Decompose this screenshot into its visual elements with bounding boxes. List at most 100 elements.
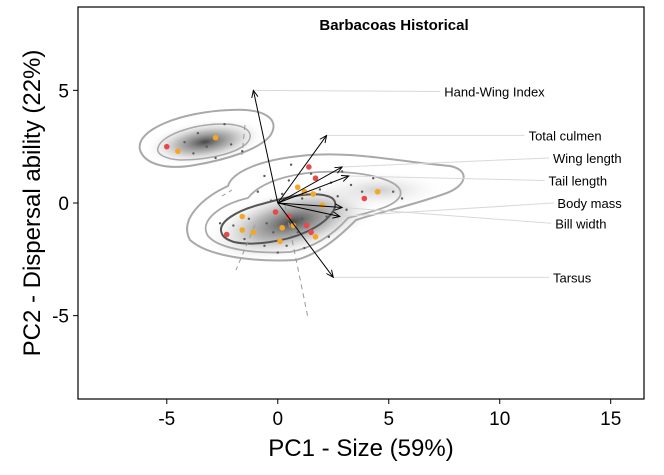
dashed-line [221,189,233,197]
y-axis-title: PC2 - Dispersal ability (22%) [19,50,46,357]
axis-ticks: -5 0 5 10 15 -5 0 5 [52,81,621,430]
chart-title: Barbacoas Historical [319,17,468,34]
data-point-red [306,164,312,170]
label-connector-line [253,89,441,92]
data-point-grey [285,244,288,248]
data-point-grey [340,170,344,173]
data-point-red [272,209,279,215]
data-point-grey [349,183,353,187]
data-point-orange [374,188,381,195]
data-point-grey [232,224,235,227]
data-point-grey [272,231,275,234]
data-point-orange [319,202,325,209]
label-connector-line [339,202,554,218]
loading-vector-label: Wing length [553,151,622,166]
loading-vector-label: Total culmen [529,128,602,143]
label-lines [253,89,554,278]
loading-vector-arrow [277,135,327,204]
data-point-grey [336,195,339,198]
x-tick-label: 5 [383,409,394,430]
data-point-grey [205,145,208,148]
data-point-orange [290,222,297,229]
data-point-red [303,222,310,229]
data-point-grey [281,192,284,196]
x-tick-label: 0 [272,409,283,430]
density-contour-main-outer [186,153,465,262]
x-tick-label: 10 [489,409,510,430]
data-point-orange [250,229,257,236]
data-point-red [286,213,292,220]
data-point-grey [372,177,375,180]
loading-vector-arrow [277,202,340,217]
density-contour-upper-outer [138,108,275,168]
data-point-grey [287,179,291,182]
data-point-red [223,231,230,238]
data-point-grey [241,149,244,153]
dashed-lines [221,124,309,319]
loading-vector-label: Tarsus [553,270,592,285]
data-point-grey [325,215,328,218]
data-point-orange [310,191,317,197]
data-point-grey [214,156,217,160]
data-point-orange [279,224,286,231]
data-point-grey [265,222,268,225]
loading-vector-label: Body mass [557,196,622,211]
loading-vector-label: Tail length [549,173,608,188]
loading-vectors [253,90,348,277]
data-point-grey [263,244,266,248]
variable-labels: Hand-Wing Index Total culmen Wing length Ta… [444,84,622,285]
data-point-grey [327,235,331,238]
data-point-red [361,195,368,202]
data-point-grey [296,231,299,234]
data-point-red [308,229,314,236]
data-point-grey [309,172,313,175]
data-point-grey [223,122,226,126]
data-point-grey [256,190,259,193]
data-point-grey [192,152,195,155]
density-contour-upper-inner [157,123,251,161]
data-point-grey [276,251,279,254]
data-point-grey [247,217,251,220]
dashed-line [235,224,256,271]
dashed-line [284,204,309,319]
loading-vector-arrow [253,90,279,204]
label-connector-line [342,157,550,168]
data-point-grey [243,237,246,241]
data-point-orange [239,227,246,233]
x-tick-label: 15 [600,409,621,430]
data-point-grey [318,188,322,191]
x-tick-label: -5 [158,409,175,430]
data-point-grey [229,143,233,146]
loading-vector-arrow [277,176,349,204]
data-point-grey [218,222,222,225]
data-point-orange [312,233,319,240]
data-point-grey [196,131,200,135]
y-tick-label: -5 [52,307,69,328]
label-connector-line [348,175,545,181]
data-point-grey [269,199,273,202]
data-point-grey [289,163,293,166]
data-point-orange [239,213,246,220]
data-point-grey [183,140,186,144]
data-point-orange [294,184,301,191]
density-shade-right [310,170,450,210]
loading-vector-arrow [277,202,342,208]
data-point-grey [303,246,306,250]
loading-vector-arrow [277,167,342,204]
loading-vector-label: Bill width [555,216,606,231]
data-point-red [163,143,170,150]
x-axis-title: PC1 - Size (59%) [268,435,453,462]
density-contour-main-mid [204,170,402,254]
data-point-red [312,175,319,182]
y-tick-label: 0 [58,194,69,215]
label-connector-line [342,207,552,224]
data-point-grey [263,174,266,178]
data-point-orange [175,148,181,154]
loading-vector-label: Hand-Wing Index [444,84,545,99]
loading-vector-arrow [277,202,333,277]
data-point-grey [400,197,404,200]
density-shade-upper [143,118,267,166]
data-point-grey [300,217,304,220]
